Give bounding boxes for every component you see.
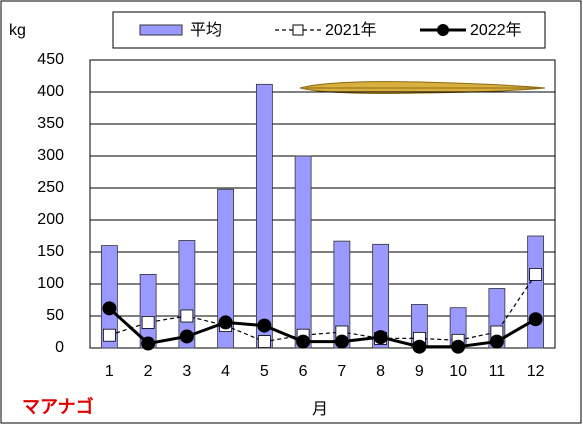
bar <box>527 235 545 349</box>
bar <box>372 243 390 349</box>
bar <box>294 155 312 349</box>
marker <box>528 312 543 327</box>
x-axis-label: 月 <box>312 401 328 418</box>
legend-marker <box>437 24 449 36</box>
x-tick-label: 8 <box>376 363 385 380</box>
marker <box>529 267 543 281</box>
bar <box>217 188 235 349</box>
legend-label: 2022年 <box>470 21 522 39</box>
marker <box>373 330 388 345</box>
y-tick-label: 150 <box>37 243 64 260</box>
fish-icon <box>299 81 546 94</box>
marker <box>141 315 155 329</box>
legend-label: 平均 <box>190 21 222 39</box>
marker <box>141 336 156 351</box>
legend-label: 2021年 <box>325 21 377 39</box>
marker <box>180 309 194 323</box>
x-tick-label: 4 <box>221 363 230 380</box>
x-tick-label: 9 <box>415 363 424 380</box>
y-tick-label: 50 <box>46 307 64 324</box>
y-tick-label: 300 <box>37 147 64 164</box>
legend-swatch <box>139 24 183 36</box>
legend-marker <box>292 24 304 36</box>
y-tick-label: 200 <box>37 211 64 228</box>
marker <box>412 339 427 354</box>
x-tick-label: 7 <box>337 363 346 380</box>
marker <box>102 301 117 316</box>
x-tick-label: 5 <box>260 363 269 380</box>
y-tick-label: 250 <box>37 179 64 196</box>
marker <box>296 334 311 349</box>
bar <box>100 245 118 349</box>
y-tick-label: 400 <box>37 83 64 100</box>
annotation: マアナゴ <box>22 396 94 417</box>
x-tick-label: 3 <box>182 363 191 380</box>
y-tick-label: 350 <box>37 115 64 132</box>
marker <box>257 318 272 333</box>
x-tick-label: 12 <box>527 363 545 380</box>
x-tick-label: 1 <box>105 363 114 380</box>
legend-box <box>112 11 546 49</box>
x-tick-label: 10 <box>449 363 467 380</box>
bar <box>255 83 273 349</box>
y-tick-label: 100 <box>37 275 64 292</box>
marker <box>451 339 466 354</box>
y-axis-label: kg <box>9 22 26 39</box>
x-tick-label: 11 <box>489 363 506 380</box>
x-tick-label: 2 <box>144 363 153 380</box>
marker <box>218 315 233 330</box>
plot-area <box>89 59 556 349</box>
marker <box>489 334 504 349</box>
marker <box>334 334 349 349</box>
marker <box>179 329 194 344</box>
y-tick-label: 450 <box>37 51 64 68</box>
x-tick-label: 6 <box>299 363 308 380</box>
marker <box>257 335 271 349</box>
marker <box>102 328 116 342</box>
line-series <box>109 274 537 343</box>
y-tick-label: 0 <box>55 339 64 356</box>
